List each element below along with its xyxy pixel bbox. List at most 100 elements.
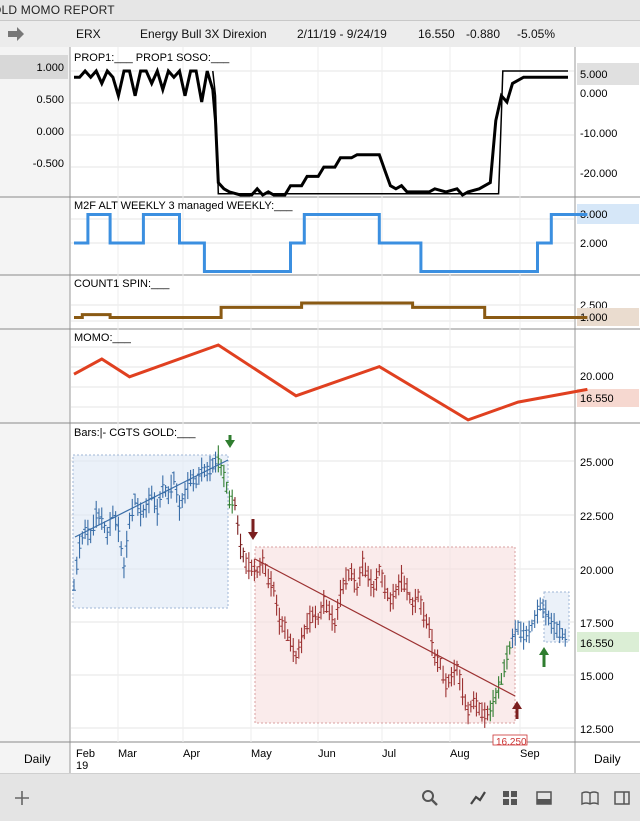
price-bar <box>418 595 423 615</box>
chart-svg[interactable]: PROP1:___ PROP1 SOSO:___ 1.000 0.500 0.0… <box>0 47 640 773</box>
price-bar <box>255 566 260 578</box>
price-bar <box>535 599 540 624</box>
search-icon[interactable] <box>420 788 440 808</box>
price-bar <box>382 575 387 600</box>
sidebar-icon[interactable] <box>612 788 632 808</box>
price-bar <box>549 612 554 634</box>
price-bar <box>271 581 276 597</box>
price-bar <box>346 569 351 582</box>
price-bar <box>72 579 76 591</box>
add-icon[interactable] <box>12 788 32 808</box>
month-label: Jun <box>318 748 336 760</box>
price-bar <box>388 592 393 612</box>
prop-left-tick: 1.000 <box>36 62 64 74</box>
price-bar <box>277 607 282 635</box>
price-bar <box>546 610 551 626</box>
security-name: Energy Bull 3X Direxion <box>140 27 267 41</box>
chart-area[interactable]: PROP1:___ PROP1 SOSO:___ 1.000 0.500 0.0… <box>0 47 640 773</box>
price-bar <box>177 495 182 521</box>
prop-left-tick: 0.000 <box>36 126 64 138</box>
window-title: OLD MOMO REPORT <box>0 3 115 17</box>
price-bar <box>180 493 185 508</box>
price-bar <box>216 445 221 473</box>
price-bar <box>349 563 354 581</box>
book-icon[interactable] <box>580 788 600 808</box>
price-bar <box>449 667 454 687</box>
price-bar <box>399 564 404 592</box>
price-bar <box>305 612 310 634</box>
momo-right-axis: 20.000 16.550 <box>577 371 639 407</box>
price-bar <box>371 580 376 598</box>
periodicity-right[interactable]: Daily <box>594 752 621 766</box>
grid-icon[interactable] <box>500 788 520 808</box>
low-price-tag <box>492 734 528 746</box>
bars-panel-title: Bars:|- CGTS GOLD:___ <box>74 427 196 439</box>
count-right-axis: 2.500 1.000 <box>577 300 639 326</box>
m2f-right-axis: 3.000 2.000 <box>577 204 639 250</box>
price-bar <box>443 673 448 698</box>
price-bar <box>466 701 471 725</box>
price-bar <box>552 613 557 641</box>
price-bar <box>230 489 235 514</box>
price-bar <box>524 625 529 643</box>
price-bar <box>485 705 490 721</box>
price-bar <box>188 469 193 487</box>
price-bar <box>518 621 523 643</box>
price-bar <box>430 629 435 657</box>
price-bar <box>493 687 498 705</box>
price-bar <box>169 474 174 499</box>
price-bar <box>402 575 407 592</box>
month-label: Sep <box>520 748 540 760</box>
price-bar <box>560 628 565 640</box>
bars-right-tick: 20.000 <box>580 565 614 577</box>
price-bar <box>171 471 176 485</box>
price-bar <box>219 459 224 476</box>
prop-left-tick: 0.500 <box>36 94 64 106</box>
price-bar <box>299 627 304 654</box>
low-price-label: 16.250 <box>496 737 527 748</box>
count-panel-title: COUNT1 SPIN:___ <box>74 278 170 290</box>
m2f-panel-title: M2F ALT WEEKLY 3 managed WEEKLY:___ <box>74 200 293 212</box>
price-bar <box>146 487 151 514</box>
price-bar <box>241 547 246 563</box>
price-bar <box>538 597 543 611</box>
prop-line <box>74 66 568 197</box>
price-bar <box>352 568 357 593</box>
price-bar <box>357 566 362 587</box>
price-bar <box>285 629 290 641</box>
price-bar <box>380 569 385 588</box>
forward-arrow-icon[interactable] <box>6 25 26 43</box>
price-bar <box>502 659 507 678</box>
price-bar <box>269 571 274 597</box>
line-chart-icon[interactable] <box>468 788 488 808</box>
price-bar <box>424 613 429 629</box>
price-bar <box>563 628 568 647</box>
price-bar <box>205 461 210 482</box>
price-bar <box>232 497 237 511</box>
price-bar <box>77 534 82 559</box>
panel-layout-icon[interactable] <box>534 788 554 808</box>
price-bar <box>527 620 532 644</box>
uptrend-line <box>74 459 229 538</box>
price-bar <box>407 591 412 604</box>
year-label: 19 <box>76 760 88 772</box>
price-bar <box>438 658 443 670</box>
price-bar <box>199 457 204 482</box>
price-bar <box>96 508 101 525</box>
price-bar <box>274 594 279 616</box>
price-bar <box>471 691 476 710</box>
price-bar <box>246 552 251 580</box>
price-bar <box>319 601 323 620</box>
month-label: Feb <box>76 748 95 760</box>
month-label: Jul <box>382 748 396 760</box>
price-bar <box>266 568 271 589</box>
price-bar <box>477 702 482 716</box>
price-bar <box>121 557 126 579</box>
month-label: Aug <box>450 748 470 760</box>
price-bar <box>405 577 410 601</box>
price-bar <box>191 469 196 492</box>
downtrend-line <box>254 558 516 697</box>
periodicity-left[interactable]: Daily <box>24 752 51 766</box>
prop-right-tick: 0.000 <box>580 88 608 100</box>
count-line <box>74 301 588 319</box>
